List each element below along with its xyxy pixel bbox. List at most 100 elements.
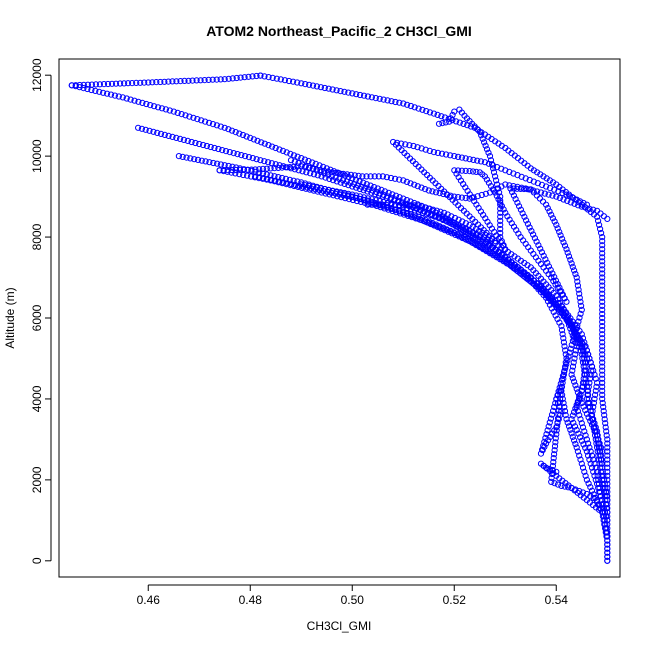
data-point: [573, 196, 580, 203]
data-point: [265, 74, 272, 81]
data-point: [576, 452, 583, 459]
data-point: [470, 156, 477, 163]
data-point: [571, 437, 578, 444]
data-point: [429, 220, 436, 227]
data-point: [599, 298, 606, 305]
data-point: [554, 419, 561, 426]
data-point: [587, 484, 594, 491]
data-point: [76, 84, 83, 91]
data-point: [556, 194, 564, 202]
data-point: [494, 164, 501, 171]
data-point: [474, 193, 481, 200]
data-point: [554, 225, 561, 232]
data-point: [292, 181, 299, 189]
data-point: [419, 203, 426, 210]
data-point: [572, 330, 579, 337]
data-point: [406, 142, 413, 149]
data-point: [560, 306, 568, 313]
data-point: [565, 253, 573, 260]
data-point: [313, 184, 320, 191]
data-point: [588, 367, 595, 374]
data-point: [268, 176, 275, 183]
data-point: [372, 95, 379, 102]
data-point: [458, 167, 465, 174]
data-point: [586, 456, 593, 463]
data-point: [528, 227, 535, 235]
data-point: [76, 81, 83, 89]
data-point: [594, 432, 601, 439]
data-point: [466, 168, 473, 175]
data-point: [279, 164, 286, 171]
data-point: [557, 387, 565, 394]
data-point: [565, 353, 572, 360]
data-point: [590, 491, 597, 498]
data-point: [161, 78, 168, 85]
data-point: [189, 77, 196, 84]
data-point: [359, 173, 366, 180]
data-point: [181, 77, 188, 85]
data-point: [591, 395, 598, 402]
data-point: [531, 235, 539, 242]
data-point: [100, 89, 107, 96]
data-point: [524, 186, 531, 193]
data-point: [548, 211, 555, 218]
data-point: [157, 78, 164, 86]
data-point: [317, 185, 324, 192]
data-point: [538, 249, 546, 256]
data-point: [604, 436, 611, 443]
data-point: [483, 146, 491, 153]
data-point: [599, 363, 606, 370]
data-point: [545, 191, 552, 198]
data-point: [173, 78, 180, 85]
data-point: [169, 78, 176, 85]
data-point: [194, 116, 201, 123]
data-point: [407, 102, 414, 110]
data-point: [236, 166, 244, 173]
data-point: [579, 359, 587, 366]
data-point: [107, 91, 115, 98]
data-point: [596, 221, 603, 228]
data-point: [553, 221, 560, 228]
data-point: [450, 229, 457, 236]
data-point: [396, 99, 403, 106]
data-point: [302, 81, 309, 88]
data-point: [573, 444, 580, 451]
data-point: [426, 205, 433, 212]
data-point: [588, 416, 596, 423]
data-point: [104, 90, 111, 97]
data-point: [392, 175, 399, 182]
data-point: [414, 144, 421, 151]
data-point: [298, 80, 305, 87]
data-point: [88, 86, 95, 94]
data-point: [290, 78, 297, 85]
data-point: [426, 147, 433, 154]
data-point: [384, 97, 391, 104]
data-point: [407, 202, 414, 209]
data-point: [597, 448, 604, 455]
data-point: [576, 290, 583, 297]
data-point: [604, 497, 611, 504]
data-point: [590, 420, 597, 427]
data-point: [571, 378, 578, 385]
data-point: [558, 323, 565, 330]
data-point: [400, 202, 407, 209]
data-point: [580, 199, 587, 207]
data-point: [142, 126, 149, 133]
data-point: [371, 173, 378, 180]
data-point: [321, 186, 328, 193]
data-point: [576, 412, 583, 419]
data-point: [570, 334, 578, 341]
data-point: [490, 169, 498, 176]
data-point: [601, 509, 609, 516]
data-point: [553, 431, 560, 438]
data-point: [565, 423, 573, 430]
data-point: [588, 412, 595, 419]
data-point: [368, 94, 375, 101]
data-point: [599, 375, 606, 382]
data-point: [583, 383, 591, 390]
data-point: [104, 80, 112, 88]
data-point: [599, 339, 606, 346]
data-point: [577, 456, 584, 463]
data-point: [371, 184, 378, 191]
data-point: [564, 357, 571, 364]
